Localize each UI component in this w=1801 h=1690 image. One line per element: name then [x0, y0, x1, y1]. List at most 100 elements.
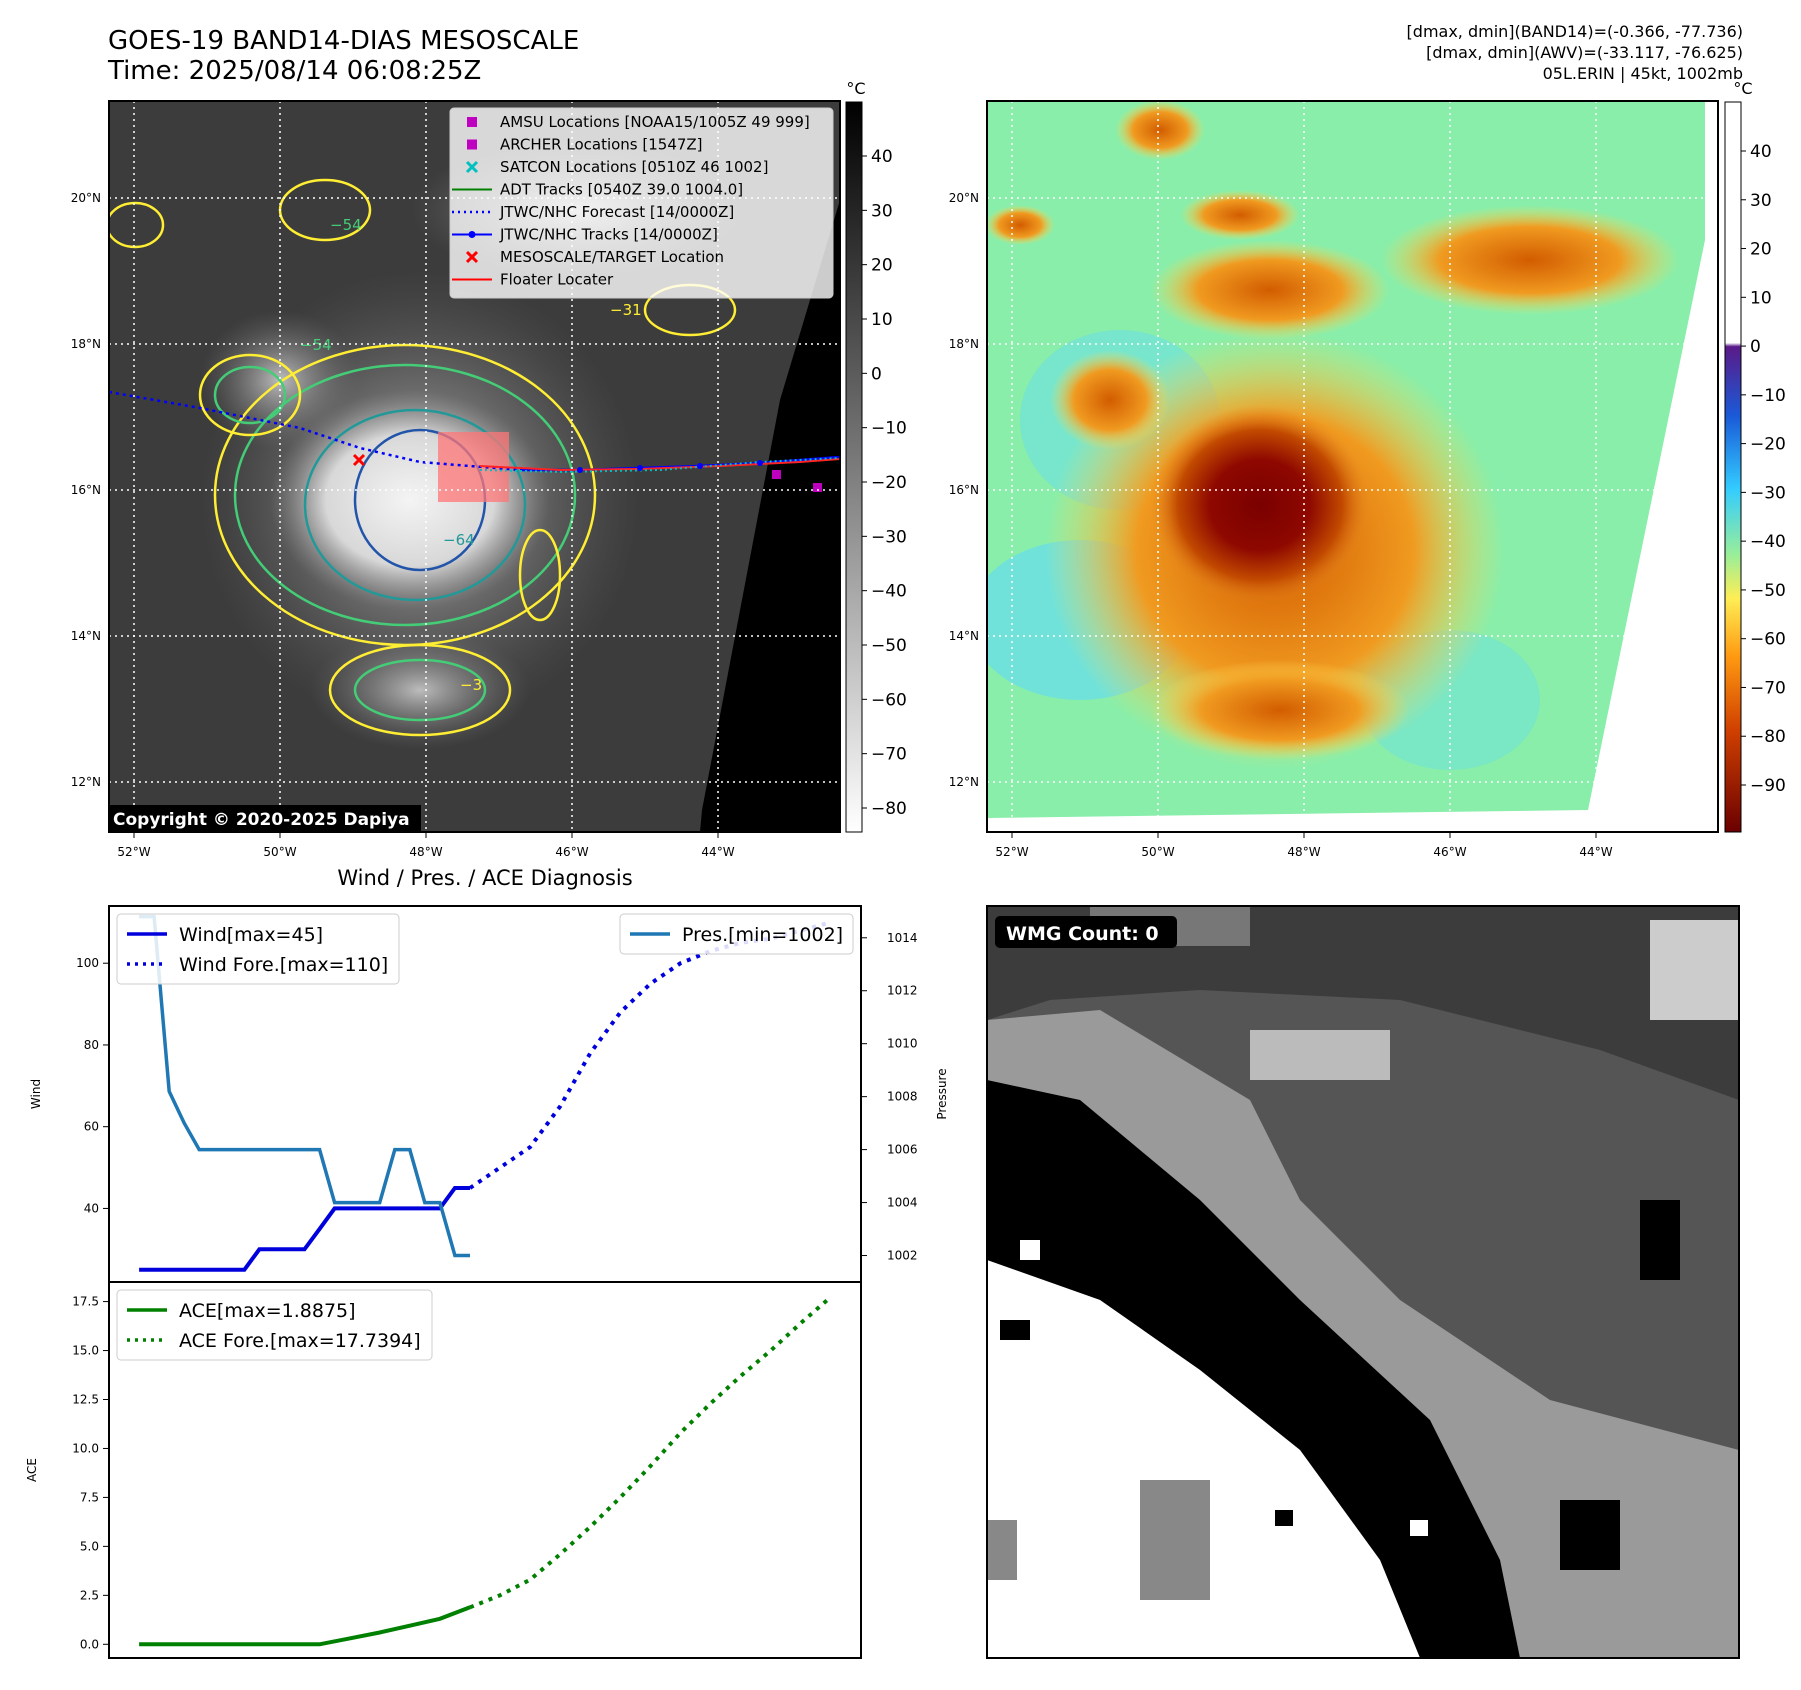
pressure-y-tick-label: 1012 [887, 984, 918, 998]
pressure-y-tick-label: 1014 [887, 931, 918, 945]
copyright-box [109, 805, 421, 832]
track-point [757, 460, 763, 466]
archer-marker [813, 483, 822, 492]
wmg-label: WMG Count: 0 [1006, 923, 1159, 945]
lon-label: 44°W [1579, 845, 1612, 859]
wmg-gray-patch-left [987, 1520, 1017, 1580]
ace-forecast-series [469, 1295, 833, 1610]
ace-series [139, 1605, 471, 1647]
colorbar-tick-label: −70 [1750, 678, 1786, 698]
ir-colorbar-unit: °C [846, 79, 865, 98]
colorbar-tick-label: −10 [871, 419, 907, 439]
colorbar-tick-label: −20 [871, 473, 907, 493]
wind-y-tick-label: 40 [84, 1201, 99, 1215]
colorbar-tick-label: −60 [871, 690, 907, 710]
ir-contours [109, 178, 737, 737]
target-marker [352, 453, 366, 467]
lon-label: 44°W [701, 845, 734, 859]
legend-marker-x [465, 160, 479, 174]
forecast-track [109, 390, 521, 472]
ir-legend-items: AMSU Locations [NOAA15/1005Z 49 999] ARCH… [452, 113, 810, 289]
legend-label: AMSU Locations [NOAA15/1005Z 49 999] [500, 113, 810, 131]
colorbar-tick-label: −60 [1750, 630, 1786, 650]
ir-cloud-south [310, 630, 530, 750]
legend-label: JTWC/NHC Tracks [14/0000Z] [499, 226, 718, 244]
legend-marker-square [467, 139, 477, 150]
lat-label: 16°N [71, 483, 101, 497]
pressure-y-tick-label: 1010 [887, 1037, 918, 1051]
ir-no-data-region [700, 200, 840, 832]
lon-label: 46°W [555, 845, 588, 859]
colorbar-tick-label: −10 [1750, 386, 1786, 406]
legend-label: Floater Locater [500, 271, 614, 289]
chart-legend-label: ACE Fore.[max=17.7394] [179, 1330, 421, 1352]
wmg-region-gray-band [987, 1010, 1739, 1658]
wmg-panel: WMG Count: 0 [987, 906, 1739, 1658]
info-line1: [dmax, dmin](BAND14)=(-0.366, -77.736) [1406, 22, 1743, 41]
chart-legend-label: Wind Fore.[max=110] [179, 954, 388, 976]
wv-axis-labels: 52°W 50°W 48°W 46°W 44°W 20°N 18°N 16°N 14°N 12°N [949, 191, 1613, 859]
wind-series [139, 1186, 470, 1272]
colorbar-tick-label: −50 [1750, 581, 1786, 601]
colorbar-tick-label: −50 [871, 636, 907, 656]
wind-y-tick-label: 60 [84, 1120, 99, 1134]
contour-label-5: −3 [460, 676, 482, 694]
lon-label: 48°W [409, 845, 442, 859]
wv-band-nw [1115, 101, 1205, 160]
wv-colorbar: °C 40 30 20 10 0 −10 −20 −30 −40 −50 −60 −70 −80 −90 [1724, 79, 1786, 833]
wv-band-n [1150, 240, 1390, 340]
pressure-series [139, 914, 470, 1258]
wv-band-nn [1180, 190, 1300, 240]
colorbar-tick-label: 40 [871, 147, 893, 167]
lon-label: 48°W [1287, 845, 1320, 859]
wind-axis-label: Wind [29, 1079, 43, 1109]
colorbar-tick-label: 10 [871, 310, 893, 330]
lat-label: 12°N [949, 775, 979, 789]
legend-label: ARCHER Locations [1547Z] [500, 136, 703, 154]
wv-band-w [1050, 350, 1170, 450]
chart-legend-box [619, 913, 854, 955]
ace-y-tick-label: 10.0 [72, 1441, 99, 1455]
lat-label: 20°N [949, 191, 979, 205]
chart-legend-box [116, 913, 400, 985]
contour-label-2: −64 [443, 531, 475, 549]
wv-panel [987, 101, 1718, 832]
ace-y-tick-label: 0.0 [80, 1637, 99, 1651]
lat-label: 14°N [949, 629, 979, 643]
info-line2: [dmax, dmin](AWV)=(-33.117, -76.625) [1426, 43, 1743, 62]
pressure-y-tick-label: 1008 [887, 1090, 918, 1104]
diagnosis-title: Wind / Pres. / ACE Diagnosis [337, 866, 632, 890]
ace-y-tick-label: 15.0 [72, 1344, 99, 1358]
lon-label: 46°W [1433, 845, 1466, 859]
wv-colorbar-unit: °C [1733, 79, 1752, 98]
wmg-black-patch-2 [1560, 1500, 1620, 1570]
contour-label-1: −54 [330, 216, 362, 234]
chart-legend-label: Wind[max=45] [179, 924, 323, 946]
track-point [697, 463, 703, 469]
contour-west-yellow [198, 353, 302, 437]
ace-y-tick-label: 17.5 [72, 1295, 99, 1309]
colorbar-tick-label: 0 [871, 364, 882, 384]
track-point [637, 465, 643, 471]
lon-label: 52°W [117, 845, 150, 859]
colorbar-tick-label: −30 [1750, 483, 1786, 503]
ace-chart: 0.0 2.5 5.0 7.5 10.0 12.5 15.0 17.5 ACE[max=1.88… [72, 1289, 833, 1651]
wmg-region-dark-top [987, 906, 1739, 1100]
ace-y-tick-label: 2.5 [80, 1588, 99, 1602]
legend-label: ADT Tracks [0540Z 39.0 1004.0] [500, 181, 743, 199]
ir-frame [108, 100, 841, 833]
wv-band-ne [1380, 205, 1680, 315]
colorbar-tick-label: −90 [1750, 776, 1786, 796]
legend-marker-x [465, 250, 479, 264]
ir-colorbar: °C 40 30 20 10 0 −10 −20 −30 −40 −50 −60 −70 −80 [845, 79, 907, 833]
copyright-text: Copyright © 2020-2025 Dapiya [113, 810, 410, 830]
lat-label: 20°N [71, 191, 101, 205]
ir-colorbar-ticks: 40 30 20 10 0 −10 −20 −30 −40 −50 −60 −70 −80 [862, 147, 907, 819]
colorbar-tick-label: 30 [1750, 191, 1772, 211]
wmg-region-white [987, 1260, 1420, 1658]
contour-east-yellow [518, 528, 562, 622]
wv-frame [986, 100, 1719, 833]
ir-axis-labels: 52°W 50°W 48°W 46°W 44°W 20°N 18°N 16°N 14°N 12°N [71, 191, 735, 859]
colorbar-tick-label: −30 [871, 527, 907, 547]
